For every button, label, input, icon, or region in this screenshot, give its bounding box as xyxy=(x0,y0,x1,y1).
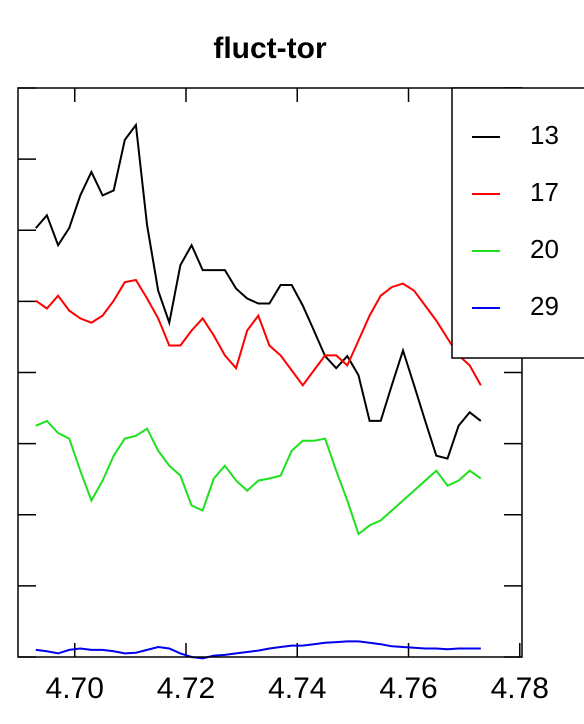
series-line xyxy=(35,640,481,660)
x-tick-label: 4.72 xyxy=(157,672,215,705)
plot-frame xyxy=(17,87,523,658)
x-tick-label: 4.74 xyxy=(268,672,326,705)
chart-title: fluct-tor xyxy=(213,32,327,65)
legend-label: 29 xyxy=(530,291,559,321)
x-tick-label: 4.76 xyxy=(379,672,437,705)
legend-label: 13 xyxy=(530,120,559,150)
legend-label: 17 xyxy=(530,177,559,207)
series-line xyxy=(35,419,482,536)
x-tick-label: 4.70 xyxy=(46,672,104,705)
legend-box xyxy=(451,87,584,359)
series-line xyxy=(35,278,482,387)
series-line xyxy=(35,122,482,460)
legend-label: 20 xyxy=(530,234,559,264)
x-tick-label: 4.78 xyxy=(491,672,549,705)
